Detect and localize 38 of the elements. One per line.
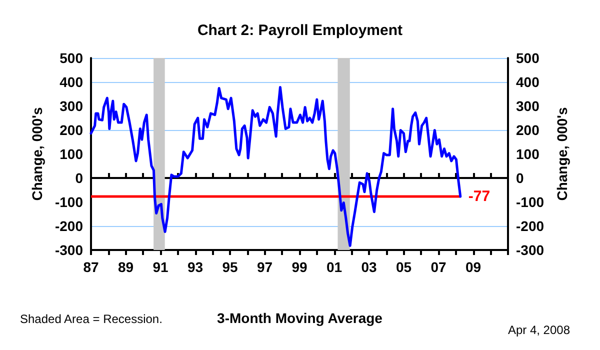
y2-tick-label: 200	[516, 122, 540, 138]
y-tick-label: 400	[60, 74, 84, 90]
y-axis-title: Change, 000's	[29, 106, 46, 201]
y2-tick-label: 400	[516, 74, 540, 90]
y2-tick-label: -200	[516, 218, 544, 234]
y2-tick-label: -100	[516, 194, 544, 210]
y-tick-label: -100	[54, 194, 84, 210]
chart-title: Chart 2: Payroll Employment	[197, 22, 403, 39]
x-tick-label: 01	[326, 259, 342, 275]
line-series	[90, 86, 462, 247]
x-tick-label: 97	[256, 259, 273, 275]
y-tick-label: 200	[60, 122, 84, 138]
x-tick-label: 07	[430, 259, 446, 275]
x-tick-label: 03	[361, 259, 377, 275]
x-tick-label: 91	[152, 259, 168, 275]
y-tick-label: -300	[54, 242, 84, 258]
x-tick-label: 89	[118, 259, 134, 275]
x-axis-title: 3-Month Moving Average	[217, 310, 383, 326]
y2-tick-label: 100	[516, 146, 540, 162]
y2-tick-label: 500	[516, 50, 540, 66]
y-tick-label: 500	[60, 50, 84, 66]
y-tick-label: 300	[60, 98, 84, 114]
x-tick-label: 09	[465, 259, 482, 275]
text: Shaded Area = Recession.	[20, 312, 162, 326]
x-tick-label: 87	[83, 259, 99, 275]
y2-tick-label: -300	[516, 242, 544, 258]
y2-axis-title: Change, 000's	[554, 106, 570, 201]
y-tick-label: 0	[75, 170, 84, 186]
ref-line-label: -77	[468, 188, 490, 205]
text: Apr 4, 2008	[508, 323, 570, 337]
y2-tick-label: 0	[516, 170, 524, 186]
y2-tick-label: 300	[516, 98, 540, 114]
y-tick-label: -200	[54, 218, 84, 234]
y-tick-label: 100	[60, 146, 84, 162]
x-tick-label: 99	[292, 259, 308, 275]
x-tick-label: 95	[222, 259, 238, 275]
x-tick-label: 93	[187, 259, 204, 275]
x-tick-label: 05	[396, 259, 412, 275]
